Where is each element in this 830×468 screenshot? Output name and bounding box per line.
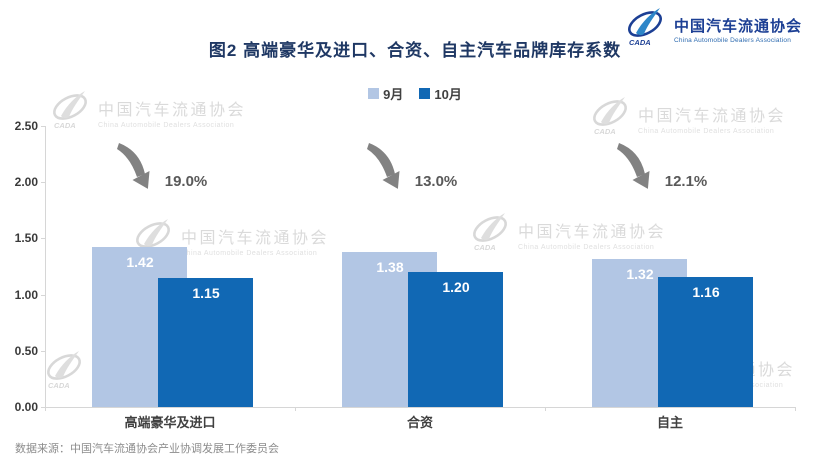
x-axis-tick-mark	[795, 407, 796, 411]
chart-title: 图2 高端豪华及进口、合资、自主汽车品牌库存系数	[208, 41, 622, 60]
legend-item-10月: 10月	[419, 84, 462, 103]
decline-arrow-1	[364, 141, 406, 196]
x-axis-tick-mark	[45, 407, 46, 411]
y-axis-tick-mark	[41, 350, 45, 352]
bar-oct-1	[408, 272, 503, 407]
x-axis-category-label: 合资	[406, 415, 434, 430]
x-axis-tick-mark	[295, 407, 296, 411]
y-axis-tick-mark	[41, 182, 45, 184]
chart-legend: 9月 10月	[0, 84, 830, 103]
bar-value-sep-0: 1.42	[126, 254, 154, 270]
watermark-subtext: China Automobile Dealers Association	[98, 122, 235, 129]
cada-logo: CADA 中国汽车流通协会 China Automobile Dealers A…	[623, 7, 802, 52]
y-axis-tick-label: 1.00	[14, 287, 38, 302]
watermark-text-block: 中国汽车流通协会 China Automobile Dealers Associa…	[181, 218, 329, 257]
watermark-subtext: China Automobile Dealers Association	[181, 250, 318, 257]
svg-text:CADA: CADA	[594, 127, 616, 136]
decline-percent-label: 12.1%	[664, 173, 708, 190]
decline-arrow-icon	[617, 143, 650, 189]
y-axis-line	[45, 126, 46, 407]
x-axis-line	[45, 407, 795, 408]
legend-swatch-icon	[419, 88, 431, 99]
cada-logo-text: 中国汽车流通协会 China Automobile Dealers Associ…	[674, 15, 802, 44]
watermark-text: 中国汽车流通协会	[181, 230, 330, 247]
y-axis-tick-mark	[41, 238, 45, 240]
cada-emblem-icon: CADA	[623, 7, 669, 52]
watermark-text-block: 中国汽车流通协会 China Automobile Dealers Associa…	[518, 212, 666, 251]
watermark-text: 中国汽车流通协会	[638, 108, 787, 125]
y-axis-tick-label: 0.00	[14, 400, 38, 414]
watermark-subtext: China Automobile Dealers Association	[518, 244, 655, 251]
y-axis-tick-label: 2.50	[14, 119, 38, 133]
decline-arrow-2	[614, 141, 656, 196]
svg-text:CADA: CADA	[48, 381, 70, 390]
bar-value-sep-1: 1.38	[376, 259, 404, 275]
legend-label: 10月	[434, 87, 462, 102]
legend-label: 9月	[383, 87, 404, 102]
y-axis-tick-mark	[41, 407, 45, 408]
decline-arrow-0	[114, 141, 156, 196]
x-axis-category-label: 高端豪华及进口	[124, 415, 216, 430]
bar-oct-0	[158, 278, 253, 407]
bar-oct-2	[658, 277, 753, 407]
x-axis-tick-mark	[545, 407, 546, 411]
y-axis-tick-mark	[41, 294, 45, 296]
bar-value-oct-2: 1.16	[692, 284, 720, 300]
y-axis-tick-label: 0.50	[14, 343, 38, 358]
watermark-emblem-icon: CADA	[468, 212, 514, 257]
bar-value-oct-0: 1.15	[192, 285, 220, 301]
decline-percent-label: 19.0%	[164, 173, 208, 190]
svg-text:CADA: CADA	[54, 121, 76, 130]
svg-text:CADA: CADA	[474, 243, 496, 252]
x-axis-category-label: 自主	[656, 415, 684, 430]
data-source-note: 数据来源：中国汽车流通协会产业协调发展工作委员会	[15, 443, 279, 455]
svg-text:CADA: CADA	[629, 38, 651, 47]
legend-swatch-icon	[368, 88, 380, 99]
watermark-text: 中国汽车流通协会	[518, 224, 667, 241]
watermark-3: CADA 中国汽车流通协会 China Automobile Dealers Ass…	[468, 212, 666, 257]
logo-name: 中国汽车流通协会	[673, 18, 802, 35]
logo-subname: China Automobile Dealers Association	[673, 37, 792, 44]
y-axis-tick-label: 1.50	[14, 231, 38, 246]
legend-item-9月: 9月	[368, 84, 403, 103]
bar-value-sep-2: 1.32	[626, 266, 654, 282]
watermark-subtext: China Automobile Dealers Association	[638, 128, 775, 135]
decline-percent-label: 13.0%	[414, 173, 458, 190]
y-axis-tick-mark	[41, 126, 45, 127]
decline-arrow-icon	[117, 143, 150, 189]
decline-arrow-icon	[367, 143, 400, 189]
bar-value-oct-1: 1.20	[442, 279, 470, 295]
watermark-emblem-icon: CADA	[42, 350, 88, 395]
y-axis-tick-label: 2.00	[14, 175, 38, 190]
